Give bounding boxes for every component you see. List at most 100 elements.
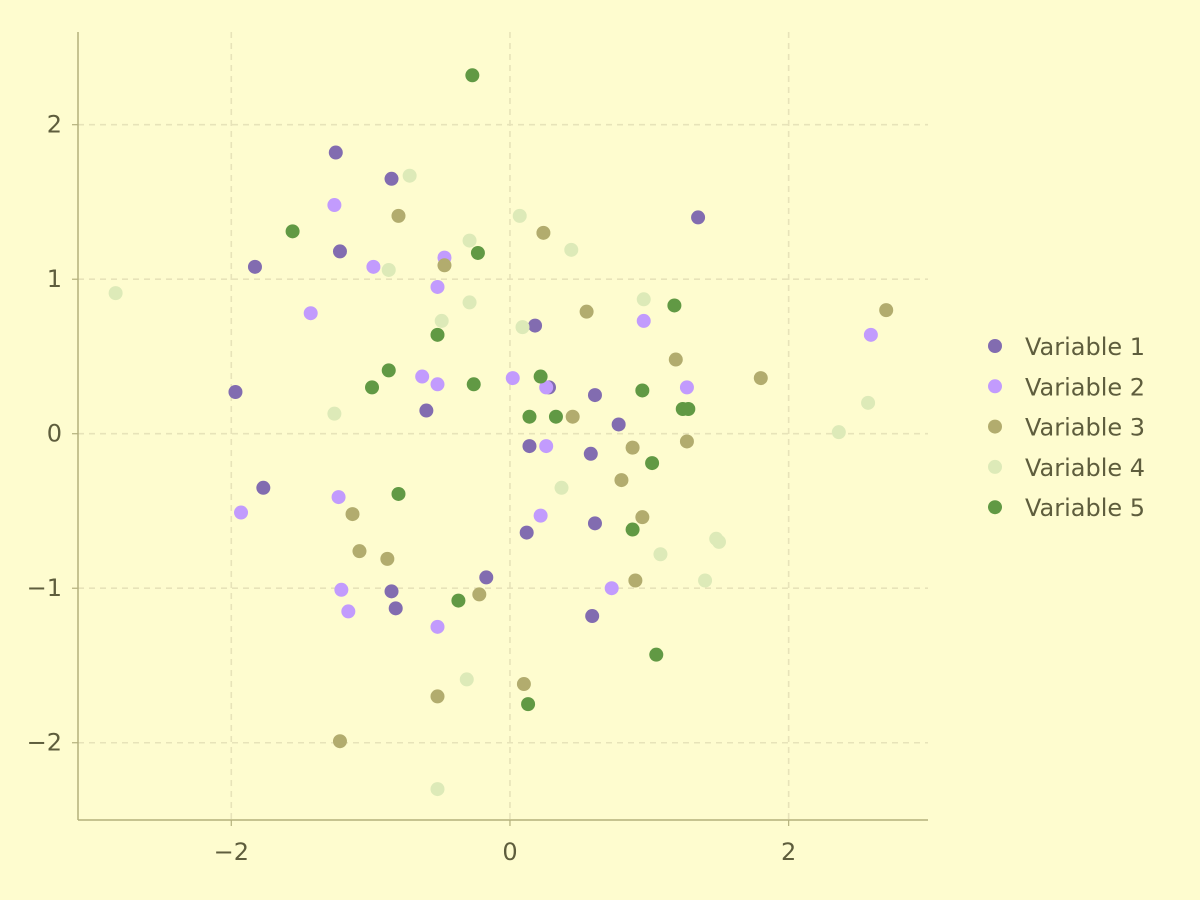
point-variable-5: [645, 456, 660, 471]
point-variable-1: [611, 417, 626, 432]
point-variable-4: [512, 208, 527, 223]
point-variable-3: [879, 303, 894, 318]
point-variable-3: [472, 587, 487, 602]
point-variable-5: [391, 486, 406, 501]
point-variable-1: [479, 570, 494, 585]
point-variable-4: [459, 672, 474, 687]
legend-item-variable-5: Variable 5: [988, 494, 1145, 522]
point-variable-4: [327, 406, 342, 421]
point-variable-2: [331, 490, 346, 505]
legend-marker: [988, 500, 1002, 515]
point-variable-5: [451, 593, 466, 608]
point-variable-1: [519, 525, 534, 540]
point-variable-3: [579, 304, 594, 319]
legend-marker: [988, 419, 1002, 434]
point-variable-3: [352, 544, 367, 559]
point-variable-2: [539, 380, 554, 395]
point-variable-1: [587, 516, 602, 531]
point-variable-3: [668, 352, 683, 367]
point-variable-4: [462, 295, 477, 310]
point-variable-1: [256, 480, 271, 495]
legend-item-variable-4: Variable 4: [988, 454, 1145, 482]
point-variable-2: [327, 198, 342, 213]
point-variable-5: [548, 409, 563, 424]
point-variable-5: [285, 224, 300, 239]
point-variable-1: [691, 210, 706, 225]
point-variable-4: [636, 292, 651, 307]
point-variable-1: [522, 439, 537, 454]
legend-label: Variable 1: [1025, 333, 1145, 361]
point-variable-2: [604, 581, 619, 596]
point-variable-1: [419, 403, 434, 418]
point-variable-2: [430, 619, 445, 634]
point-variable-4: [861, 395, 876, 410]
point-variable-2: [366, 259, 381, 274]
point-variable-2: [303, 306, 318, 321]
point-variable-1: [247, 259, 262, 274]
point-variable-1: [228, 385, 243, 400]
point-variable-3: [536, 225, 551, 240]
grid-lines: [78, 32, 928, 820]
point-variable-5: [466, 377, 481, 392]
point-variable-2: [334, 582, 349, 597]
point-variable-4: [108, 286, 123, 301]
x-tick-label: −2: [214, 838, 249, 866]
legend-marker: [988, 459, 1002, 474]
point-variable-2: [415, 369, 430, 384]
legend-marker: [988, 379, 1002, 394]
point-variable-4: [381, 262, 396, 277]
point-variable-4: [653, 547, 668, 562]
point-variable-2: [533, 508, 548, 523]
legend-marker: [988, 339, 1002, 353]
point-variable-5: [465, 68, 480, 83]
point-variable-1: [583, 446, 598, 461]
point-variable-5: [522, 409, 537, 424]
legend-item-variable-1: Variable 1: [988, 333, 1145, 361]
legend-item-variable-3: Variable 3: [988, 414, 1145, 442]
point-variable-4: [462, 233, 477, 248]
legend: Variable 1 Variable 2 Variable 3 Variable 4…: [988, 333, 1145, 522]
point-variable-1: [384, 584, 399, 599]
point-variable-1: [587, 388, 602, 403]
legend-label: Variable 3: [1025, 414, 1145, 442]
point-variable-3: [625, 440, 640, 455]
y-tick-label: −1: [27, 574, 62, 602]
legend-label: Variable 2: [1025, 373, 1145, 401]
point-variable-2: [430, 377, 445, 392]
point-variable-2: [430, 279, 445, 294]
point-variable-2: [679, 380, 694, 395]
point-variable-4: [711, 534, 726, 549]
point-variable-1: [528, 318, 543, 333]
point-variable-5: [681, 402, 696, 417]
point-variable-1: [328, 145, 343, 160]
point-variable-4: [554, 480, 569, 495]
axes: −2 0 2 −2 −1 0 1 2: [27, 32, 928, 866]
y-tick-label: 1: [47, 265, 62, 293]
point-variable-5: [533, 369, 548, 384]
point-variable-3: [430, 689, 445, 704]
point-variable-4: [434, 313, 449, 328]
point-variable-1: [585, 609, 600, 624]
point-variable-3: [332, 734, 347, 749]
point-variable-5: [365, 380, 380, 395]
point-variable-3: [391, 208, 406, 223]
point-variable-3: [679, 434, 694, 449]
point-variable-4: [698, 573, 713, 588]
point-variable-5: [667, 298, 682, 313]
point-variable-4: [564, 242, 579, 257]
point-variable-4: [831, 425, 846, 440]
point-variable-3: [345, 507, 360, 522]
y-tick-label: 0: [47, 420, 62, 448]
point-variable-1: [388, 601, 403, 616]
point-variable-5: [430, 327, 445, 342]
legend-label: Variable 5: [1025, 494, 1145, 522]
point-variable-5: [635, 383, 650, 398]
point-variable-1: [384, 171, 399, 186]
point-variable-3: [565, 409, 580, 424]
point-variable-3: [753, 371, 768, 386]
point-variable-5: [470, 245, 485, 260]
point-variable-4: [515, 320, 530, 335]
point-variable-1: [332, 244, 347, 259]
point-variable-5: [381, 363, 396, 378]
